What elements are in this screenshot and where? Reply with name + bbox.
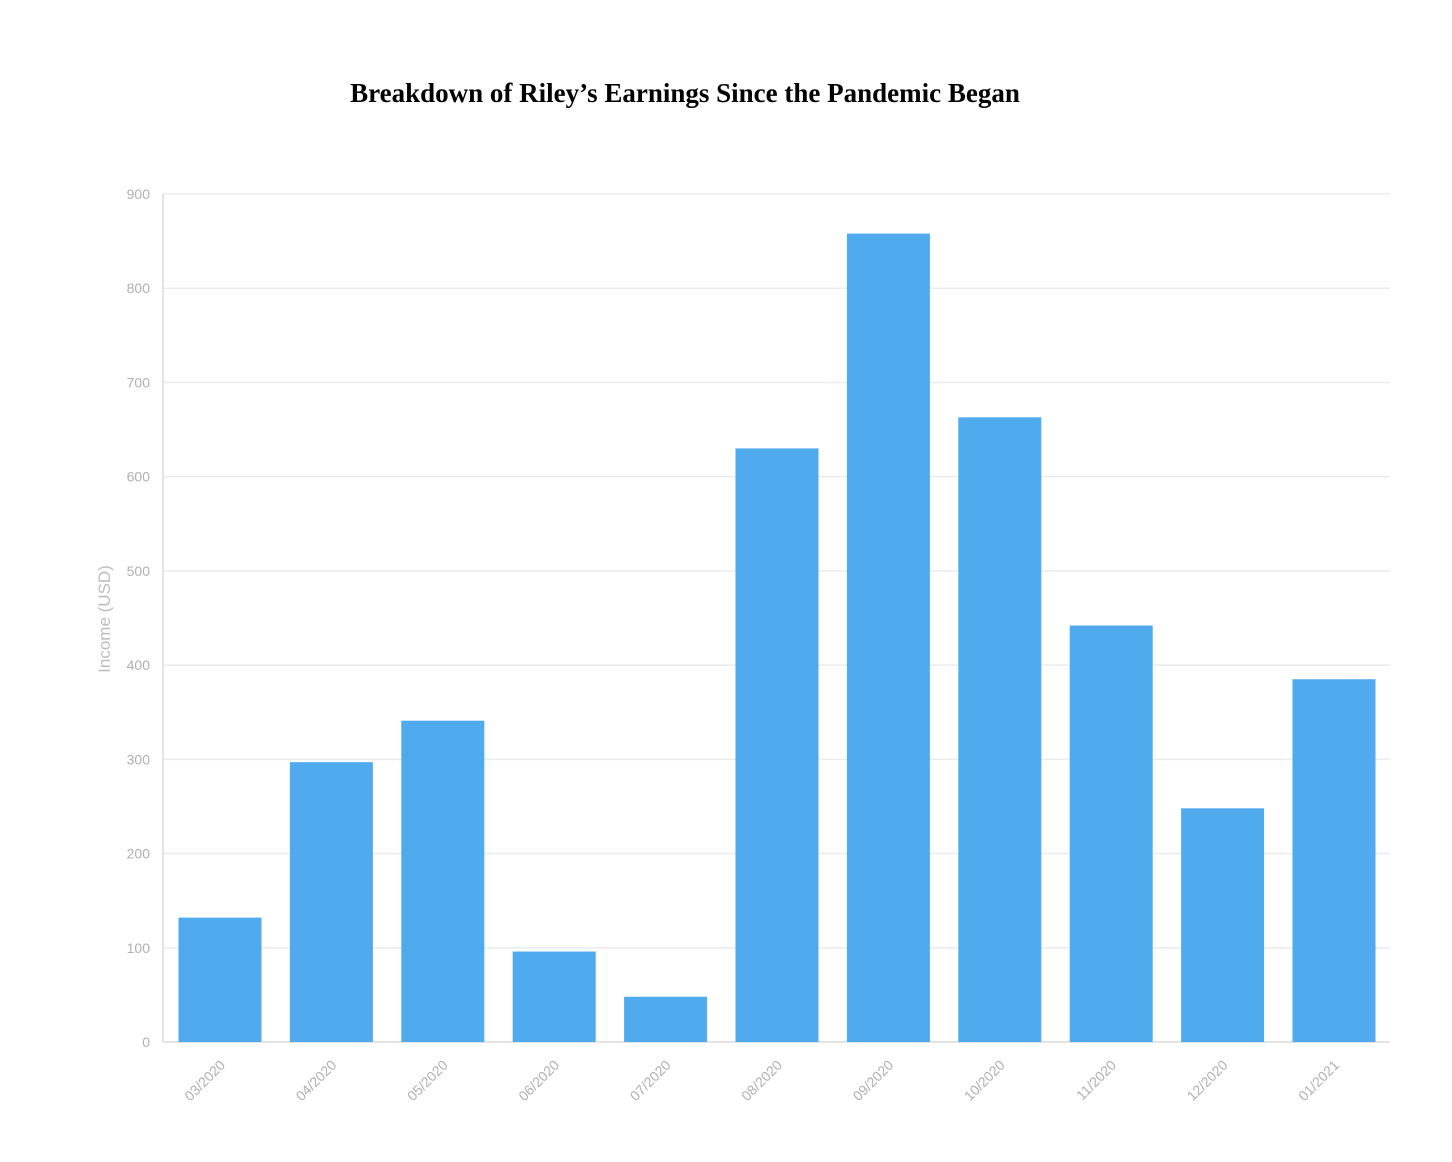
x-tick-label: 07/2020 (627, 1057, 674, 1104)
bars (178, 233, 1376, 1043)
bar (958, 417, 1042, 1043)
bar (512, 951, 596, 1042)
y-tick-label: 0 (142, 1034, 150, 1050)
x-tick-label: 12/2020 (1184, 1057, 1231, 1104)
y-tick-label: 700 (127, 374, 151, 390)
x-tick-label: 06/2020 (515, 1057, 562, 1104)
bar (1069, 625, 1153, 1042)
chart-title: Breakdown of Riley’s Earnings Since the … (350, 78, 1020, 108)
x-tick-label: 04/2020 (292, 1057, 339, 1104)
y-tick-label: 100 (127, 940, 151, 956)
x-tick-label: 01/2021 (1295, 1057, 1342, 1104)
bar (846, 233, 930, 1042)
bar (1292, 679, 1376, 1042)
bar (624, 996, 708, 1042)
x-tick-label: 10/2020 (961, 1057, 1008, 1104)
bar (289, 762, 373, 1042)
x-tick-label: 09/2020 (849, 1057, 896, 1104)
x-tick-label: 05/2020 (404, 1057, 451, 1104)
y-axis-title: Income (USD) (95, 565, 114, 673)
bar (1181, 808, 1265, 1042)
y-tick-label: 400 (127, 657, 151, 673)
y-tick-label: 900 (127, 186, 151, 202)
bar (735, 448, 819, 1042)
x-tick-label: 11/2020 (1073, 1057, 1120, 1104)
y-axis-ticks: 0 100 200 300 400 500 600 700 800 900 (127, 186, 151, 1050)
y-tick-label: 800 (127, 280, 151, 296)
x-axis-ticks: 03/2020 04/2020 05/2020 06/2020 07/2020 08/20… (181, 1057, 1342, 1104)
x-tick-label: 08/2020 (738, 1057, 785, 1104)
y-tick-label: 600 (127, 469, 151, 485)
y-tick-label: 500 (127, 563, 151, 579)
bar (178, 917, 262, 1042)
y-tick-label: 200 (127, 846, 151, 862)
y-tick-label: 300 (127, 751, 151, 767)
x-tick-label: 03/2020 (181, 1057, 228, 1104)
bar (401, 720, 485, 1042)
